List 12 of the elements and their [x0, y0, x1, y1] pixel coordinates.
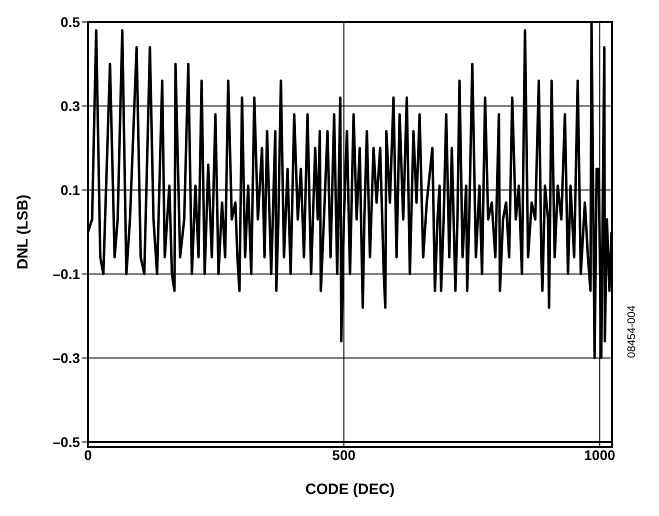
y-tick-label: 0.3 [60, 98, 80, 114]
y-tick-label: 0.1 [60, 182, 80, 198]
y-tick-label: 0.5 [60, 14, 80, 30]
y-tick-label: –0.1 [52, 266, 80, 282]
x-tick-label: 1000 [584, 446, 616, 463]
y-axis-title: DNL (LSB) [14, 194, 32, 270]
x-tick-label: 0 [84, 446, 92, 463]
x-axis-title: CODE (DEC) [305, 481, 395, 498]
y-tick-label: –0.3 [52, 350, 80, 366]
text: 08454-004 [626, 305, 638, 358]
y-tick-label: –0.5 [52, 434, 80, 450]
x-tick-label: 500 [332, 446, 356, 463]
